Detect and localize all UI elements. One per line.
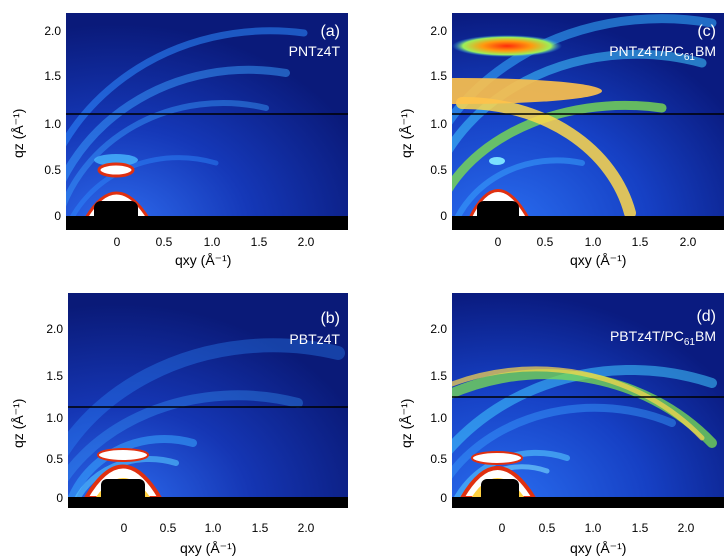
xaxis-title-a: qxy (Å⁻¹) xyxy=(175,252,232,268)
ytick-a-1: 1.0 xyxy=(44,117,61,131)
ytick-d-0: 0 xyxy=(440,491,447,505)
ytick-a-0.5: 0.5 xyxy=(44,163,61,177)
panel-tag-d: (d) xyxy=(696,308,716,325)
xtick-b-0.5: 0.5 xyxy=(159,521,177,535)
ytick-d-1.5: 1.5 xyxy=(430,369,447,383)
xtick-c-1.5: 1.5 xyxy=(631,235,649,249)
xtick-a-2: 2.0 xyxy=(297,235,315,249)
xtick-b-1: 1.0 xyxy=(204,521,222,535)
scattering-pattern-d xyxy=(452,293,724,508)
ytick-c-1: 1.0 xyxy=(430,117,447,131)
ytick-b-0.5: 0.5 xyxy=(46,452,63,466)
xtick-a-1: 1.0 xyxy=(203,235,221,249)
ytick-c-1.5: 1.5 xyxy=(430,69,447,83)
yaxis-title-b: qz (Å⁻¹) xyxy=(10,398,26,448)
sample-label-d: PBTz4T/PC61BM xyxy=(609,328,716,348)
yaxis-title-c: qz (Å⁻¹) xyxy=(398,108,414,158)
ytick-b-0: 0 xyxy=(56,491,63,505)
scattering-pattern-c xyxy=(452,13,724,230)
xtick-d-1.5: 1.5 xyxy=(631,521,649,535)
ytick-d-0.5: 0.5 xyxy=(430,452,447,466)
ytick-a-2: 2.0 xyxy=(44,24,61,38)
yaxis-title-d: qz (Å⁻¹) xyxy=(398,398,414,448)
xtick-d-0.5: 0.5 xyxy=(538,521,556,535)
ytick-a-1.5: 1.5 xyxy=(44,69,61,83)
xaxis-title-c: qxy (Å⁻¹) xyxy=(570,252,627,268)
yaxis-title-a: qz (Å⁻¹) xyxy=(10,108,26,158)
xtick-c-2: 2.0 xyxy=(679,235,697,249)
xtick-a-0.5: 0.5 xyxy=(155,235,173,249)
panel-tag-a: (a) xyxy=(320,23,340,40)
ytick-c-0: 0 xyxy=(440,209,447,223)
ytick-d-1: 1.0 xyxy=(430,411,447,425)
xtick-b-0: 0 xyxy=(120,521,128,535)
xtick-c-0.5: 0.5 xyxy=(536,235,554,249)
giwaxs-image-d xyxy=(452,293,724,508)
xtick-c-1: 1.0 xyxy=(584,235,602,249)
giwaxs-image-c xyxy=(452,13,724,230)
scattering-pattern-a xyxy=(66,13,348,230)
ytick-a-0: 0 xyxy=(54,209,61,223)
ytick-b-1: 1.0 xyxy=(46,411,63,425)
xtick-a-0: 0 xyxy=(113,235,121,249)
xtick-d-2: 2.0 xyxy=(677,521,695,535)
ytick-c-0.5: 0.5 xyxy=(430,163,447,177)
xtick-c-0: 0 xyxy=(494,235,502,249)
xaxis-title-d: qxy (Å⁻¹) xyxy=(570,540,627,556)
xtick-b-2: 2.0 xyxy=(297,521,315,535)
ytick-c-2: 2.0 xyxy=(430,24,447,38)
ytick-b-2: 2.0 xyxy=(46,322,63,336)
xtick-a-1.5: 1.5 xyxy=(250,235,268,249)
xtick-b-1.5: 1.5 xyxy=(251,521,269,535)
xaxis-title-b: qxy (Å⁻¹) xyxy=(180,540,237,556)
xtick-d-0: 0 xyxy=(498,521,506,535)
xtick-d-1: 1.0 xyxy=(584,521,602,535)
panel-tag-c: (c) xyxy=(697,23,716,40)
sample-label-b: PBTz4T xyxy=(289,331,340,347)
giwaxs-image-a xyxy=(66,13,348,230)
scattering-pattern-b xyxy=(68,293,348,508)
panel-tag-b: (b) xyxy=(320,310,340,327)
giwaxs-image-b xyxy=(68,293,348,508)
ytick-b-1.5: 1.5 xyxy=(46,369,63,383)
sample-label-a: PNTz4T xyxy=(288,43,340,59)
sample-label-c: PNTz4T/PC61BM xyxy=(609,43,716,63)
ytick-d-2: 2.0 xyxy=(430,322,447,336)
